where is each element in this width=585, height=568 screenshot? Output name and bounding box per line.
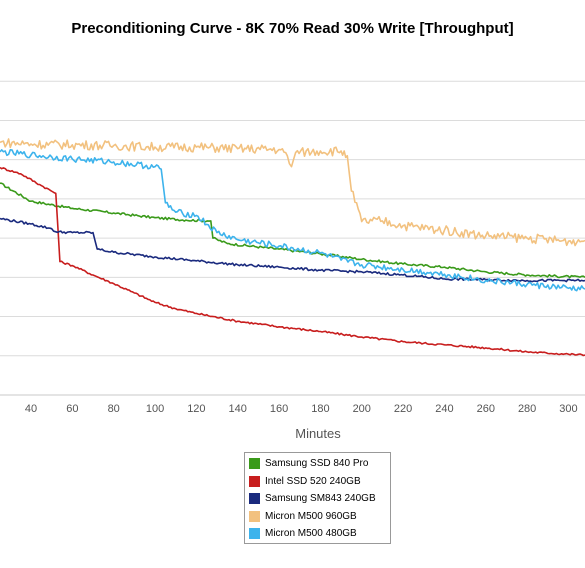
legend-swatch-3 bbox=[249, 510, 260, 522]
x-tick-label-280: 280 bbox=[518, 403, 536, 415]
x-tick-label-100: 100 bbox=[146, 403, 164, 415]
series-line-4 bbox=[0, 149, 585, 292]
chart-title: Preconditioning Curve - 8K 70% Read 30% … bbox=[71, 20, 514, 37]
series-line-0 bbox=[0, 182, 585, 279]
x-tick-label-200: 200 bbox=[353, 403, 371, 415]
legend-item-0: Samsung SSD 840 Pro bbox=[249, 455, 390, 473]
legend-item-2: Samsung SM843 240GB bbox=[249, 490, 390, 508]
legend: Samsung SSD 840 Pro Intel SSD 520 240GB Sa… bbox=[244, 452, 391, 544]
x-tick-label-240: 240 bbox=[435, 403, 453, 415]
legend-label-2: Samsung SM843 240GB bbox=[265, 493, 376, 505]
legend-swatch-1 bbox=[249, 475, 260, 487]
series-lines bbox=[0, 138, 585, 357]
legend-item-4: Micron M500 480GB bbox=[249, 525, 390, 543]
legend-label-4: Micron M500 480GB bbox=[265, 528, 357, 540]
legend-swatch-2 bbox=[249, 493, 260, 505]
legend-item-3: Micron M500 960GB bbox=[249, 508, 390, 526]
legend-label-1: Intel SSD 520 240GB bbox=[265, 475, 361, 487]
legend-item-1: Intel SSD 520 240GB bbox=[249, 473, 390, 491]
x-tick-label-160: 160 bbox=[270, 403, 288, 415]
legend-swatch-4 bbox=[249, 528, 260, 540]
x-tick-labels: 40 60 80 100 120 140 160 180 200 220 240 260 280 300 bbox=[25, 403, 578, 415]
x-tick-label-180: 180 bbox=[311, 403, 329, 415]
x-tick-label-300: 300 bbox=[559, 403, 577, 415]
series-line-1 bbox=[0, 166, 585, 357]
legend-label-0: Samsung SSD 840 Pro bbox=[265, 458, 369, 470]
x-tick-label-60: 60 bbox=[66, 403, 78, 415]
x-tick-label-140: 140 bbox=[229, 403, 247, 415]
x-tick-label-220: 220 bbox=[394, 403, 412, 415]
legend-swatch-0 bbox=[249, 458, 260, 470]
x-tick-label-40: 40 bbox=[25, 403, 37, 415]
gridlines bbox=[0, 80, 585, 396]
x-tick-label-260: 260 bbox=[477, 403, 495, 415]
series-line-3 bbox=[0, 138, 585, 247]
x-tick-label-120: 120 bbox=[187, 403, 205, 415]
legend-label-3: Micron M500 960GB bbox=[265, 510, 357, 522]
x-tick-label-80: 80 bbox=[108, 403, 120, 415]
x-axis-title: Minutes bbox=[295, 426, 341, 441]
